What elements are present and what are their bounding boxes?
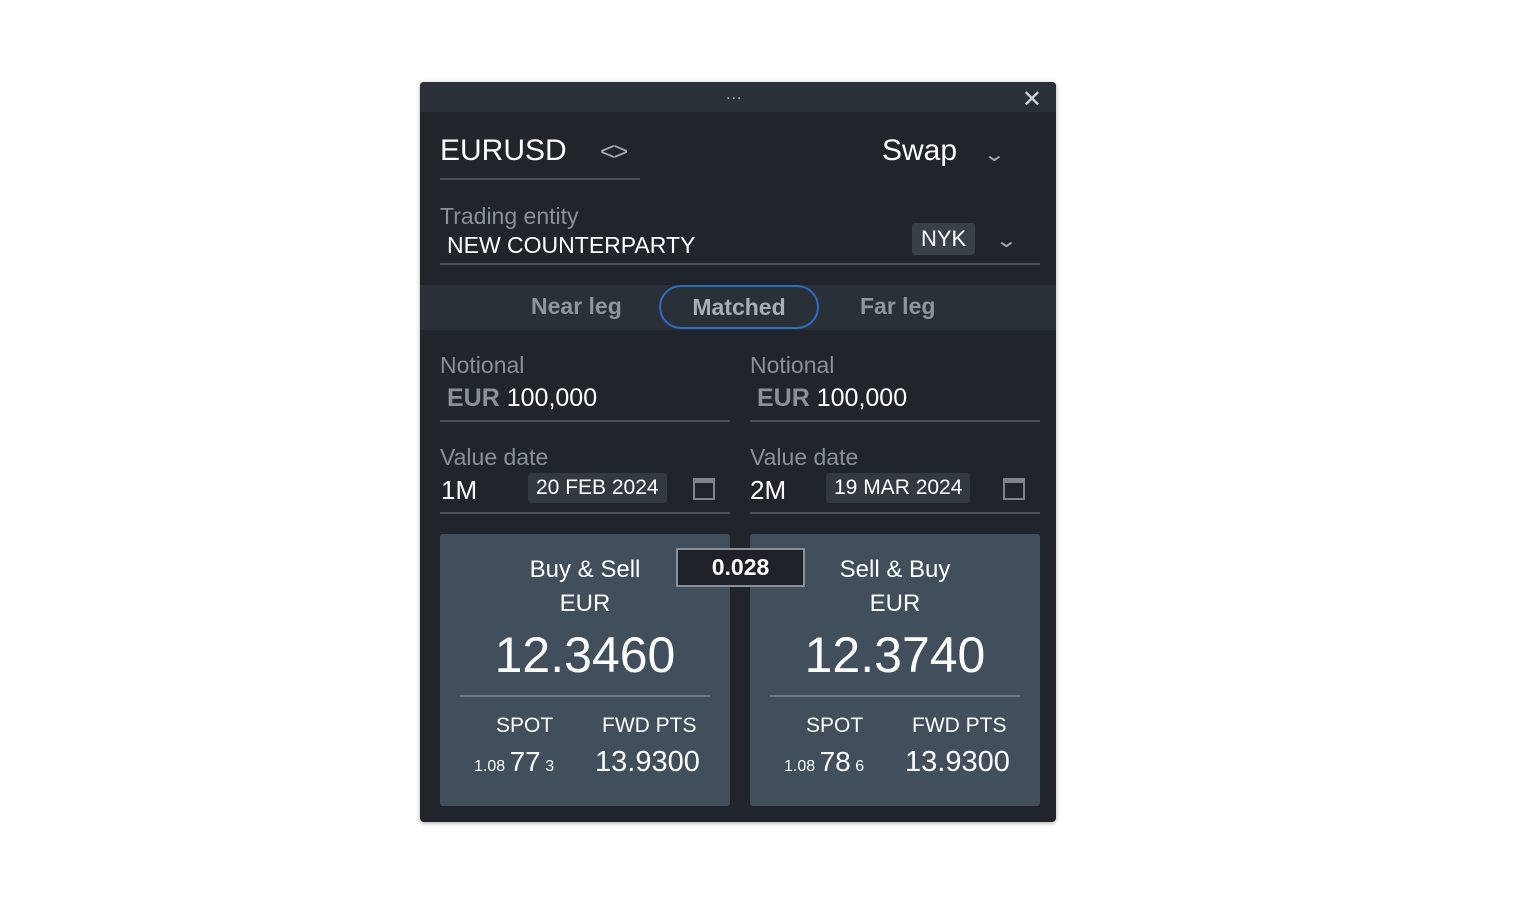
spot-pips: 78 [819, 746, 851, 777]
far-notional-label: Notional [750, 352, 835, 378]
near-value-date-label: Value date [440, 444, 549, 470]
all-in-price: 12.3460 [494, 627, 676, 683]
far-date-field[interactable]: 19 MAR 2024 [826, 473, 971, 503]
drag-handle-icon[interactable]: ... [726, 86, 743, 103]
spot-fraction: 3 [545, 758, 555, 775]
spot-big-figure: 1.08 [784, 758, 816, 775]
far-currency: EUR [757, 384, 810, 412]
divider [440, 420, 730, 422]
divider [750, 420, 1040, 422]
swap-ticket-window: ... ✕ EURUSD <> Swap ⌄ Trading entity NE… [420, 82, 1056, 822]
currency-pair[interactable]: EURUSD [440, 134, 567, 167]
chevron-down-icon[interactable]: ⌄ [982, 144, 1007, 166]
spot-label: SPOT [806, 714, 864, 737]
spot-fraction: 6 [855, 758, 865, 775]
currency-label: EUR [869, 590, 921, 617]
spot-pips: 77 [509, 746, 541, 777]
spot-rate: 1.08 77 3 [474, 746, 554, 778]
far-amount: 100,000 [816, 384, 908, 412]
divider [750, 512, 1040, 514]
location-badge: NYK [912, 223, 976, 255]
swap-direction-icon[interactable]: <> [600, 136, 628, 166]
currency-label: EUR [559, 590, 611, 617]
side-label: Sell & Buy [839, 556, 951, 583]
near-date-field[interactable]: 20 FEB 2024 [528, 473, 667, 503]
tab-matched[interactable]: Matched [659, 285, 819, 329]
title-bar[interactable]: ... ✕ [420, 82, 1056, 113]
sell-buy-price-tile[interactable]: Sell & Buy EUR 12.3740 SPOT FWD PTS 1.08… [750, 534, 1040, 806]
spread-badge: 0.028 [676, 548, 805, 587]
fwd-pts-label: FWD PTS [602, 714, 697, 737]
divider [440, 263, 1040, 265]
far-value-date-label: Value date [750, 444, 859, 470]
near-notional-label: Notional [440, 352, 525, 378]
trading-entity-value[interactable]: NEW COUNTERPARTY [447, 232, 696, 258]
chevron-down-icon[interactable]: ⌄ [994, 230, 1019, 252]
side-label: Buy & Sell [529, 556, 641, 583]
far-notional-input[interactable]: EUR 100,000 [757, 384, 907, 413]
calendar-icon[interactable] [1003, 478, 1025, 500]
tab-near-leg[interactable]: Near leg [531, 293, 622, 319]
fwd-points: 13.9300 [905, 746, 1010, 778]
near-currency: EUR [447, 384, 500, 412]
calendar-icon[interactable] [693, 478, 715, 500]
pair-underline [440, 178, 640, 180]
spot-label: SPOT [496, 714, 554, 737]
close-icon[interactable]: ✕ [1021, 86, 1042, 113]
tab-far-leg[interactable]: Far leg [860, 293, 936, 319]
all-in-price: 12.3740 [804, 627, 986, 683]
spot-big-figure: 1.08 [474, 758, 506, 775]
divider [460, 695, 710, 697]
fwd-points: 13.9300 [595, 746, 700, 778]
leg-tabs: Near leg Matched Far leg [420, 285, 1056, 330]
spot-rate: 1.08 78 6 [784, 746, 864, 778]
near-notional-input[interactable]: EUR 100,000 [447, 384, 597, 413]
divider [440, 512, 730, 514]
deal-type-select[interactable]: Swap [882, 134, 958, 167]
divider [770, 695, 1020, 697]
far-tenor-input[interactable]: 2M [750, 475, 787, 505]
near-amount: 100,000 [506, 384, 598, 412]
fwd-pts-label: FWD PTS [912, 714, 1007, 737]
near-tenor-input[interactable]: 1M [441, 475, 478, 505]
trading-entity-label: Trading entity [440, 203, 579, 229]
